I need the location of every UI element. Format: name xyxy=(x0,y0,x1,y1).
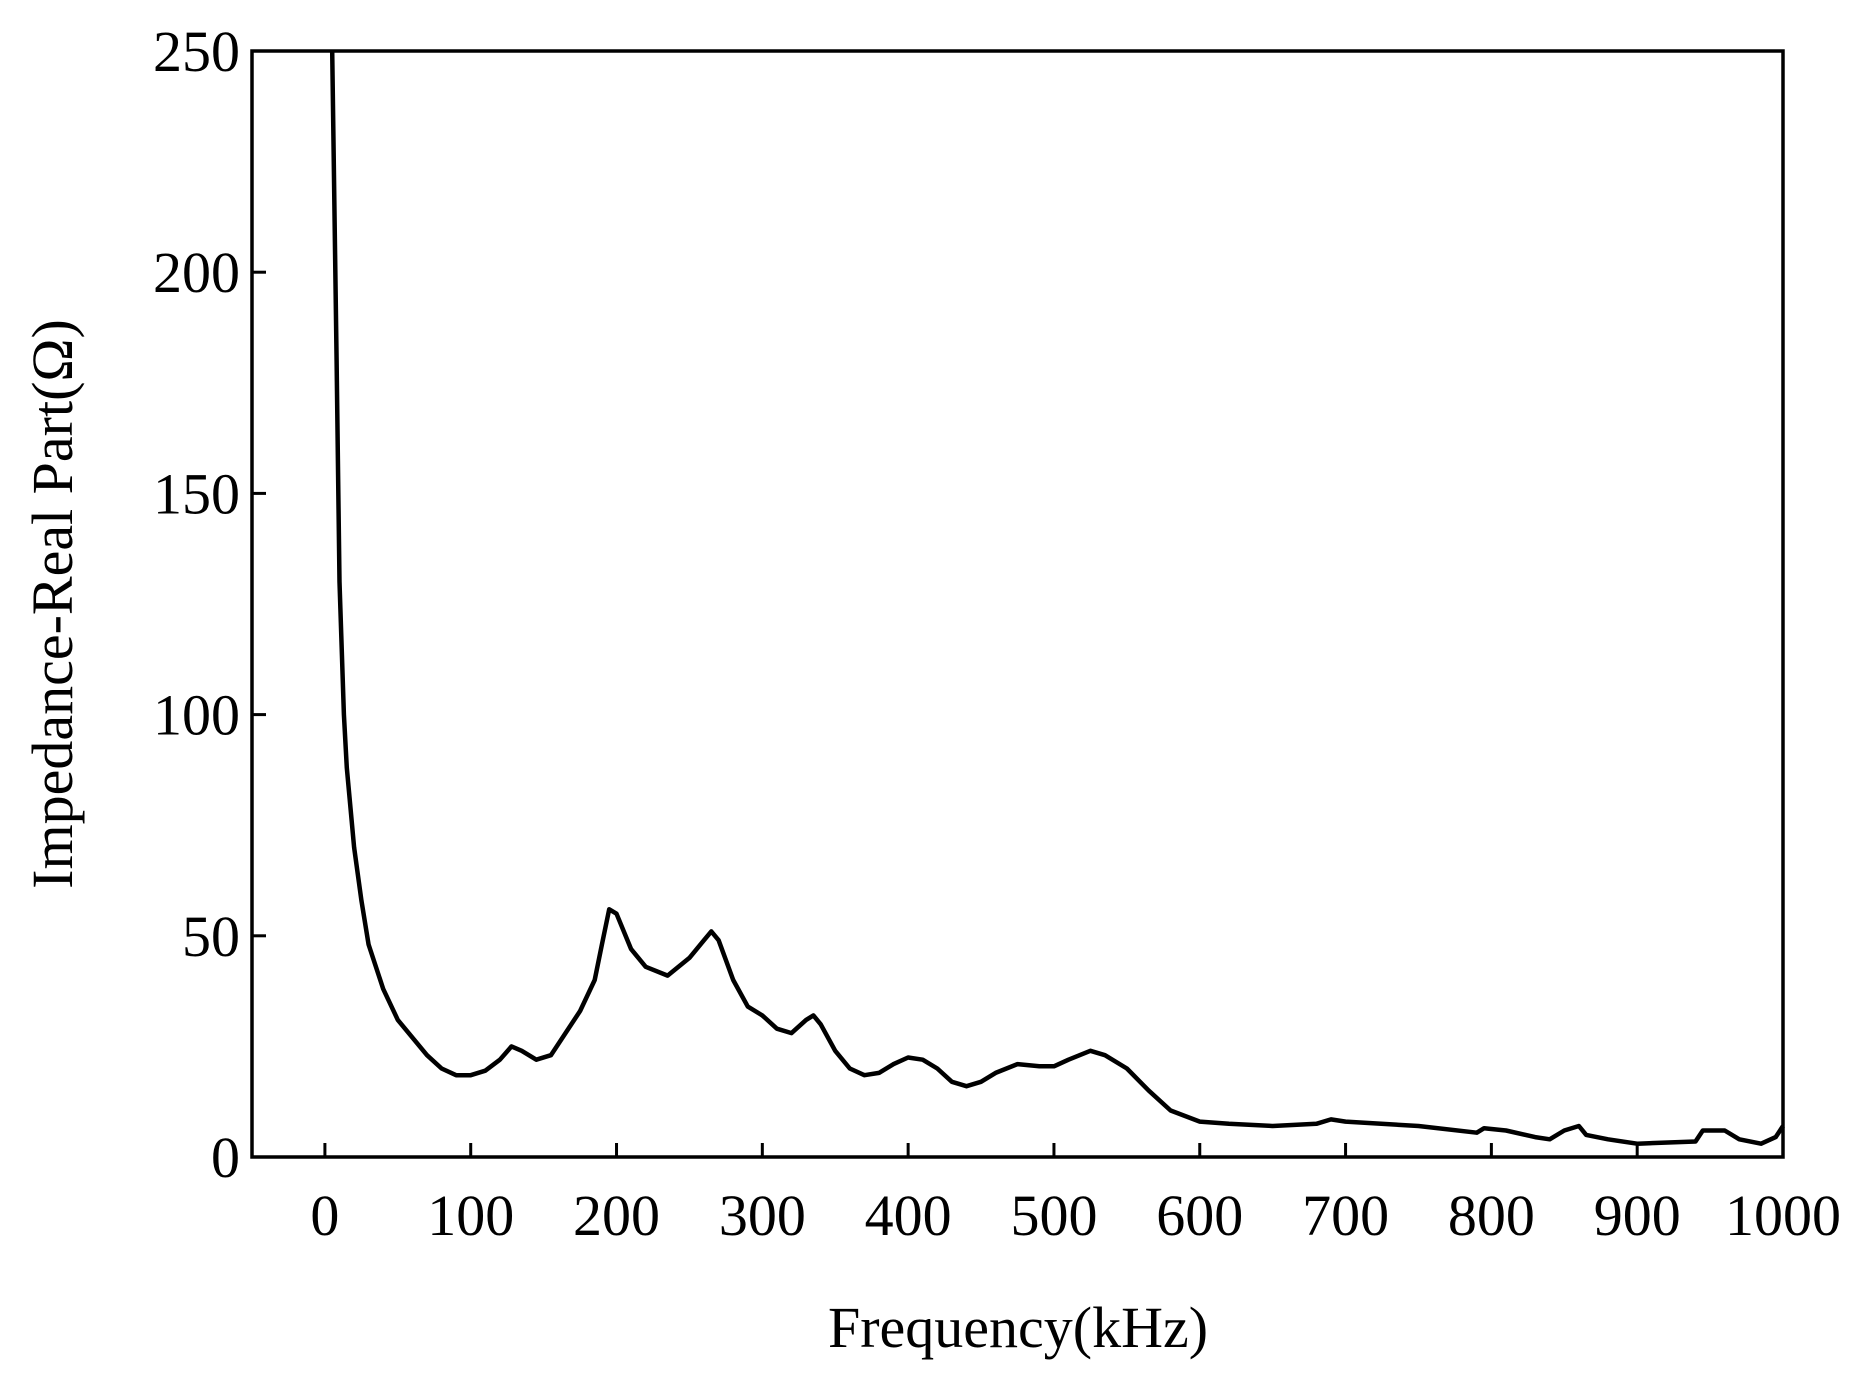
x-tick-label: 500 xyxy=(1010,1183,1097,1248)
y-tick-label: 100 xyxy=(153,683,240,748)
x-tick-label: 400 xyxy=(865,1183,952,1248)
x-tick-label: 900 xyxy=(1594,1183,1681,1248)
x-tick-label: 300 xyxy=(719,1183,806,1248)
y-tick-label: 150 xyxy=(153,461,240,526)
y-tick-label: 200 xyxy=(153,240,240,305)
plot-frame xyxy=(250,49,1785,1159)
x-tick-label: 700 xyxy=(1302,1183,1389,1248)
x-tick-label: 200 xyxy=(573,1183,660,1248)
x-axis-label: Frequency(kHz) xyxy=(828,1295,1208,1360)
x-tick-label: 100 xyxy=(427,1183,514,1248)
x-tick-label: 600 xyxy=(1156,1183,1243,1248)
y-tick-label: 50 xyxy=(182,904,240,969)
x-tick-label: 800 xyxy=(1448,1183,1535,1248)
y-tick-label: 0 xyxy=(211,1125,240,1190)
y-tick-label: 250 xyxy=(153,19,240,84)
data-line xyxy=(329,50,1785,1146)
x-tick-label: 1000 xyxy=(1725,1183,1841,1248)
y-axis-label: Impedance-Real Part(Ω) xyxy=(20,319,85,889)
x-tick-label: 0 xyxy=(310,1183,339,1248)
